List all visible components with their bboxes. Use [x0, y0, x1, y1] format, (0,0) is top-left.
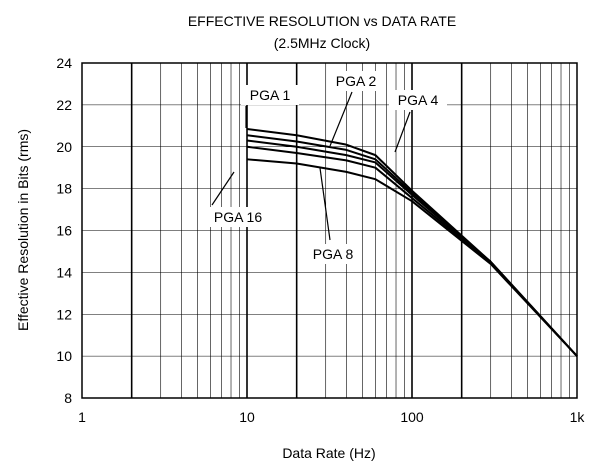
- annotation-group: PGA 1 PGA 2 PGA 4 PGA 8 PGA 16: [204, 71, 447, 264]
- annotation-label: PGA 4: [398, 92, 439, 108]
- annotation-label: PGA 2: [336, 73, 377, 89]
- chart-subtitle: (2.5MHz Clock): [274, 35, 370, 51]
- series-line-pga-16: [246, 158, 578, 357]
- annotation-background: [304, 244, 362, 264]
- x-tick-label: 100: [400, 409, 424, 425]
- series-group: [246, 127, 578, 357]
- y-tick-label: 14: [56, 264, 72, 280]
- annotation-label: PGA 8: [313, 246, 354, 262]
- annotation-label: PGA 16: [214, 209, 262, 225]
- annotation-leader: [319, 167, 331, 241]
- annotation-background: [241, 85, 299, 105]
- plot-frame: [81, 62, 578, 399]
- tick-label-group: 1 10 100 1k 8 10 12 14 16 18 20 22 24: [56, 55, 585, 425]
- y-tick-label: 10: [56, 348, 72, 364]
- grid: [82, 63, 577, 398]
- y-tick-label: 20: [56, 139, 72, 155]
- x-tick-label: 1k: [570, 409, 586, 425]
- y-tick-label: 24: [56, 55, 72, 71]
- annotation-leader: [329, 91, 353, 147]
- y-tick-label: 18: [56, 181, 72, 197]
- annotation-background: [327, 71, 385, 91]
- x-tick-label: 10: [239, 409, 255, 425]
- y-tick-label: 12: [56, 306, 72, 322]
- y-tick-label: 8: [64, 390, 72, 406]
- y-tick-label: 16: [56, 223, 72, 239]
- x-axis-label: Data Rate (Hz): [282, 445, 375, 461]
- annotation-background: [204, 207, 272, 227]
- annotation-leader: [394, 111, 411, 153]
- y-axis-label: Effective Resolution in Bits (rms): [15, 129, 31, 331]
- annotation-leader: [211, 171, 235, 206]
- y-tick-label: 22: [56, 97, 72, 113]
- annotation-label: PGA 1: [250, 87, 291, 103]
- chart-title: EFFECTIVE RESOLUTION vs DATA RATE: [188, 13, 456, 29]
- annotation-background: [389, 90, 447, 110]
- x-tick-label: 1: [78, 409, 86, 425]
